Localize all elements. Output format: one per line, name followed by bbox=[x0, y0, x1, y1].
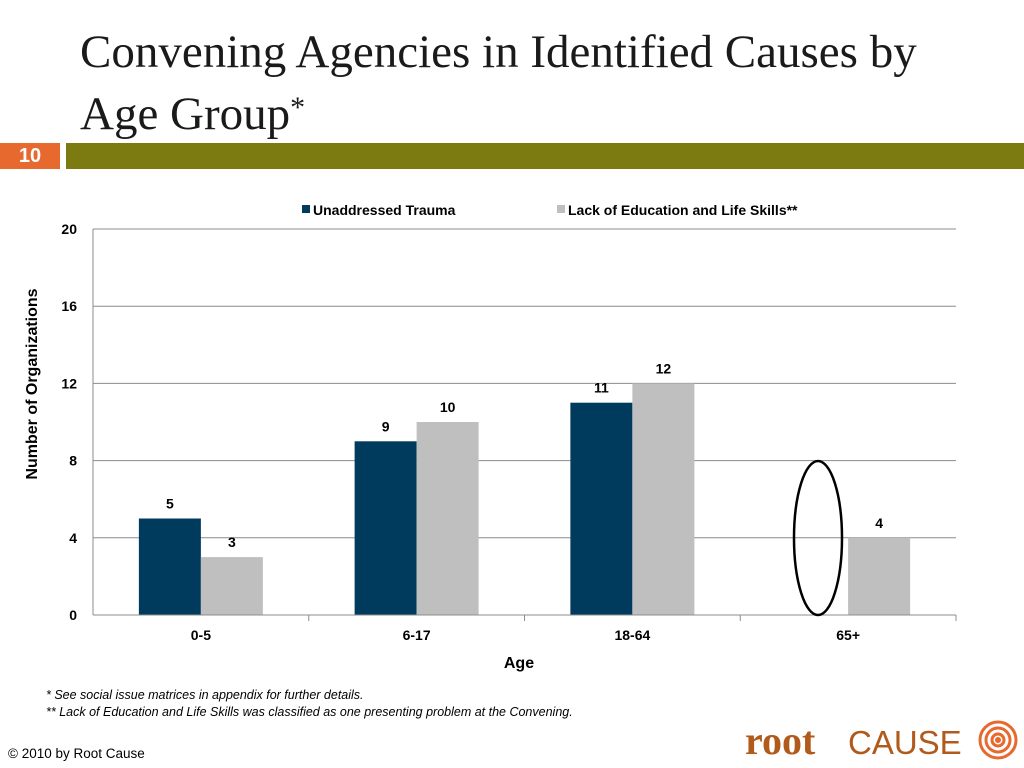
highlight-ellipse bbox=[792, 459, 844, 617]
y-tick-label: 8 bbox=[69, 453, 77, 469]
footnotes: * See social issue matrices in appendix … bbox=[46, 687, 573, 721]
bar bbox=[138, 518, 201, 615]
root-cause-logo: root CAUSE bbox=[745, 718, 1018, 763]
chart-legend: Unaddressed Trauma Lack of Education and … bbox=[302, 202, 798, 218]
logo-word-cause: CAUSE bbox=[848, 724, 962, 761]
data-label: 4 bbox=[875, 515, 883, 531]
title-asterisk: * bbox=[290, 91, 306, 124]
footnote-2: ** Lack of Education and Life Skills was… bbox=[46, 705, 573, 719]
bar bbox=[354, 441, 417, 615]
data-label: 5 bbox=[166, 496, 174, 512]
y-tick-label: 16 bbox=[61, 298, 77, 314]
logo-word-root: root bbox=[745, 718, 816, 763]
bar bbox=[848, 537, 911, 615]
legend-label: Lack of Education and Life Skills** bbox=[568, 202, 798, 218]
copyright-text: © 2010 by Root Cause bbox=[8, 746, 145, 761]
x-axis-title: Age bbox=[504, 655, 534, 672]
x-tick-label: 6-17 bbox=[403, 627, 431, 643]
accent-rule-bar bbox=[66, 143, 1024, 169]
y-tick-label: 4 bbox=[69, 530, 77, 546]
slide-title-text: Convening Agencies in Identified Causes … bbox=[80, 26, 917, 140]
data-labels: 5 9 11 3 10 12 4 bbox=[166, 360, 883, 550]
data-label: 12 bbox=[656, 360, 672, 376]
bars bbox=[138, 383, 911, 615]
axes: 0 4 8 12 16 20 0-5 6-17 18-64 65+ bbox=[61, 221, 957, 643]
bar bbox=[632, 383, 695, 615]
x-tick-label: 65+ bbox=[836, 627, 860, 643]
bar bbox=[416, 422, 479, 615]
data-label: 11 bbox=[594, 380, 609, 396]
y-axis-title: Number of Organizations bbox=[24, 288, 41, 479]
x-tick-label: 18-64 bbox=[614, 627, 650, 643]
legend-swatch bbox=[302, 205, 310, 213]
bar bbox=[570, 402, 633, 615]
data-label: 10 bbox=[440, 399, 456, 415]
data-label: 3 bbox=[228, 534, 236, 550]
y-tick-label: 12 bbox=[61, 375, 77, 391]
bar bbox=[200, 557, 263, 615]
footnote-1: * See social issue matrices in appendix … bbox=[46, 688, 364, 702]
legend-swatch bbox=[557, 205, 565, 213]
page-number-badge: 10 bbox=[0, 143, 60, 169]
y-tick-label: 20 bbox=[61, 221, 77, 237]
slide-title: Convening Agencies in Identified Causes … bbox=[80, 24, 1000, 142]
x-tick-label: 0-5 bbox=[191, 627, 211, 643]
spiral-icon bbox=[978, 720, 1018, 760]
data-label: 9 bbox=[382, 418, 390, 434]
y-tick-label: 0 bbox=[69, 607, 77, 623]
legend-label: Unaddressed Trauma bbox=[313, 202, 456, 218]
